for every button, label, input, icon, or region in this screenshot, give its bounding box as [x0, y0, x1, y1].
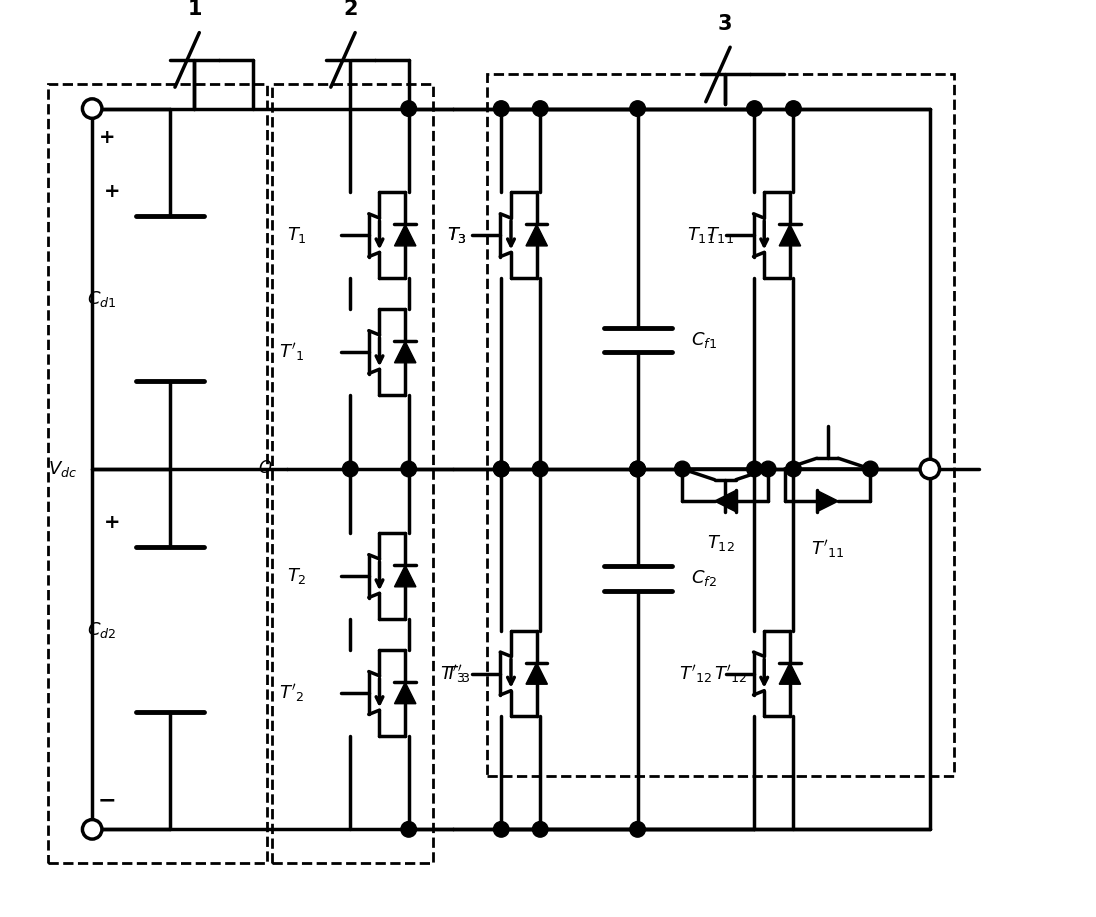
Text: 1: 1	[187, 0, 202, 19]
Text: $T_1$: $T_1$	[287, 226, 307, 245]
Circle shape	[675, 461, 690, 477]
Circle shape	[82, 820, 102, 839]
Text: +: +	[103, 513, 119, 532]
Circle shape	[493, 101, 509, 116]
Text: $T_2$: $T_2$	[287, 566, 307, 586]
Circle shape	[786, 101, 801, 116]
Circle shape	[786, 461, 801, 477]
Text: $T_{11}$: $T_{11}$	[707, 226, 734, 245]
Text: $C_{f2}$: $C_{f2}$	[692, 568, 717, 588]
Text: $T_{11}$: $T_{11}$	[687, 226, 715, 245]
Circle shape	[493, 461, 509, 477]
Circle shape	[401, 822, 416, 837]
Circle shape	[82, 99, 102, 118]
Polygon shape	[395, 225, 415, 246]
Circle shape	[533, 461, 548, 477]
Text: 3: 3	[718, 14, 732, 34]
Circle shape	[761, 461, 776, 477]
Circle shape	[746, 461, 763, 477]
Text: $T'_3$: $T'_3$	[445, 662, 470, 684]
Text: +: +	[103, 182, 119, 201]
Polygon shape	[715, 491, 737, 512]
Polygon shape	[817, 491, 838, 512]
Text: $T'_{12}$: $T'_{12}$	[713, 662, 746, 684]
Text: $C_{d2}$: $C_{d2}$	[88, 620, 116, 640]
Text: $T_3$: $T_3$	[447, 226, 467, 245]
Circle shape	[401, 461, 416, 477]
Circle shape	[920, 459, 939, 479]
Polygon shape	[395, 566, 415, 587]
Circle shape	[630, 461, 646, 477]
Circle shape	[630, 101, 646, 116]
Text: $O$: $O$	[258, 460, 273, 478]
Circle shape	[863, 461, 878, 477]
Circle shape	[533, 101, 548, 116]
Polygon shape	[395, 341, 415, 363]
Text: $T_{12}$: $T_{12}$	[707, 534, 734, 553]
Text: −: −	[98, 790, 116, 810]
Text: $T'_{12}$: $T'_{12}$	[680, 662, 712, 684]
Polygon shape	[395, 682, 415, 703]
Polygon shape	[526, 225, 547, 246]
Circle shape	[630, 822, 646, 837]
Circle shape	[630, 461, 646, 477]
Text: $T'_{11}$: $T'_{11}$	[811, 537, 844, 559]
Text: $T_3$: $T_3$	[447, 226, 467, 245]
Polygon shape	[779, 663, 801, 684]
Circle shape	[342, 461, 358, 477]
Text: $V_{dc}$: $V_{dc}$	[48, 459, 78, 479]
Text: $T'_2$: $T'_2$	[279, 682, 305, 704]
Circle shape	[533, 822, 548, 837]
Polygon shape	[526, 663, 547, 684]
Text: $C_{d1}$: $C_{d1}$	[88, 289, 116, 308]
Circle shape	[746, 101, 763, 116]
Circle shape	[493, 822, 509, 837]
Text: $C_{f1}$: $C_{f1}$	[692, 330, 717, 350]
Circle shape	[493, 461, 509, 477]
Text: $T'_1$: $T'_1$	[279, 341, 305, 363]
Text: +: +	[99, 128, 115, 148]
Text: $T'_3$: $T'_3$	[439, 662, 465, 684]
Text: 2: 2	[343, 0, 357, 19]
Circle shape	[401, 101, 416, 116]
Polygon shape	[779, 225, 801, 246]
